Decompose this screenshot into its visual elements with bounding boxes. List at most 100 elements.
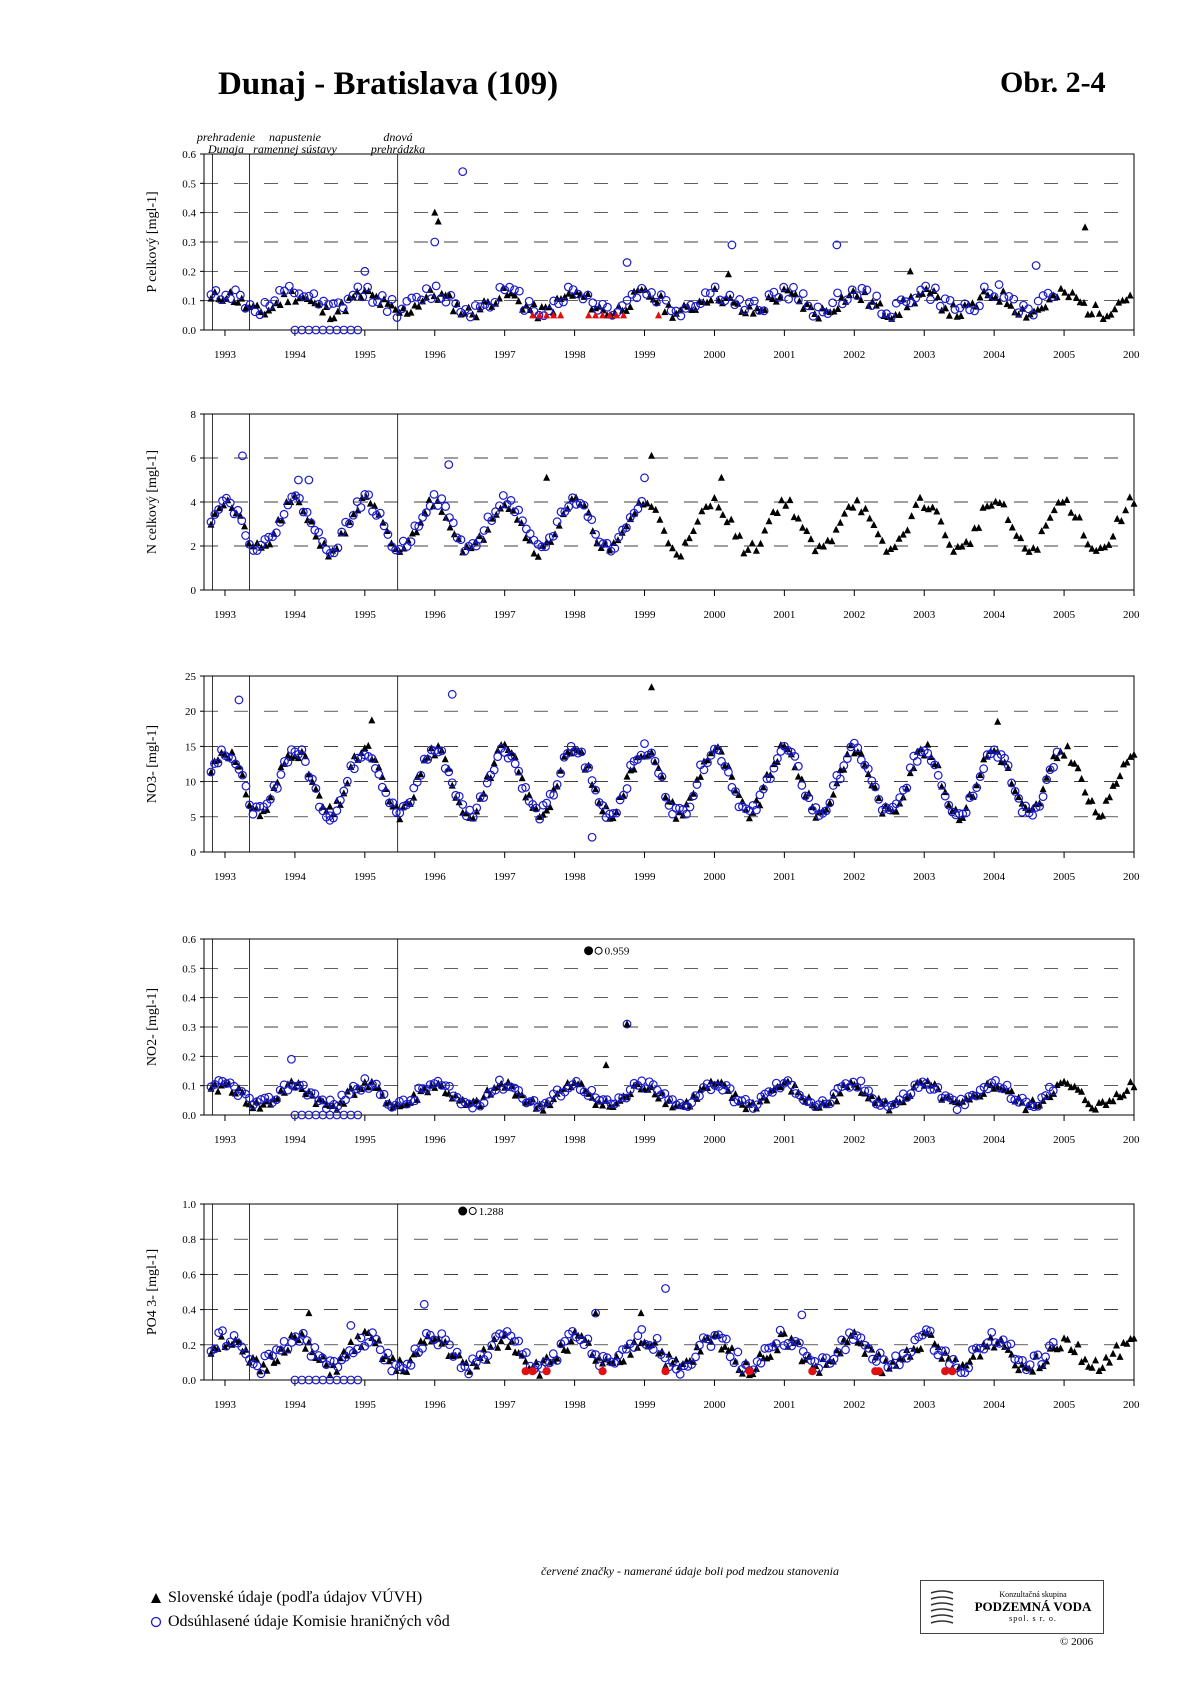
data-point-circle xyxy=(797,781,807,790)
data-point-triangle xyxy=(773,509,781,517)
data-point-circle xyxy=(297,745,307,755)
data-point-circle xyxy=(579,500,589,510)
data-point-circle xyxy=(437,1329,447,1339)
data-point-circle xyxy=(456,535,466,545)
data-point-circle xyxy=(740,305,749,315)
y-tick-label: 0.5 xyxy=(182,963,196,975)
data-point-circle xyxy=(541,1098,550,1108)
x-tick-label: 2002 xyxy=(843,609,865,621)
data-point-circle xyxy=(691,1352,700,1362)
data-point-circle xyxy=(270,296,280,305)
data-point-circle xyxy=(375,1090,385,1100)
y-tick-label: 8 xyxy=(191,410,197,421)
data-point-circle xyxy=(896,295,906,305)
data-point-triangle xyxy=(1050,506,1058,514)
data-point-circle xyxy=(495,282,505,292)
x-tick-label: 1999 xyxy=(634,1399,657,1411)
data-point-circle xyxy=(554,299,563,309)
data-point-circle xyxy=(379,1355,389,1365)
event-label-weir: dnová prehrádzka xyxy=(370,130,426,156)
data-point-circle xyxy=(598,539,608,548)
annotation-value: 0.959 xyxy=(605,946,630,958)
data-point-circle xyxy=(656,290,666,300)
x-tick-label: 1994 xyxy=(284,609,307,621)
data-point-circle xyxy=(759,306,769,316)
data-point-triangle xyxy=(1074,1085,1082,1093)
data-point-circle xyxy=(300,757,310,767)
data-point-circle xyxy=(789,282,798,292)
data-point-triangle xyxy=(790,513,798,521)
data-point-circle xyxy=(444,767,454,777)
data-point-triangle xyxy=(826,799,834,807)
x-tick-label: 2005 xyxy=(1053,1399,1076,1411)
legend-item-circle: Odsúhlasené údaje Komisie hraničných vôd xyxy=(150,1610,450,1634)
data-point-triangle xyxy=(770,760,778,768)
data-point-circle xyxy=(925,1085,935,1094)
data-point-circle xyxy=(648,1345,658,1354)
data-point-circle xyxy=(498,491,508,500)
data-point-circle xyxy=(419,754,429,764)
data-point-circle xyxy=(870,782,880,792)
data-point-circle xyxy=(857,283,867,293)
data-point-circle xyxy=(642,289,652,299)
data-point-triangle xyxy=(259,1100,267,1108)
data-point-circle xyxy=(933,770,943,780)
data-point-triangle xyxy=(908,512,916,520)
data-point-circle xyxy=(764,1087,774,1097)
data-point-triangle xyxy=(508,1337,516,1345)
data-point-circle xyxy=(735,295,745,304)
y-axis-label: NO3- [mgl-1] xyxy=(145,725,160,803)
data-point-circle xyxy=(737,1096,747,1105)
data-point-triangle xyxy=(649,295,657,303)
x-tick-label: 2001 xyxy=(773,871,795,883)
chart-panel-no2: 0.0 0.1 0.2 0.3 0.4 0.5 0.6 1993 1994 1995 1996 199… xyxy=(140,935,1140,1170)
data-point-circle xyxy=(412,777,422,787)
data-point-circle xyxy=(395,1362,404,1371)
data-point-triangle xyxy=(511,291,519,299)
data-point-triangle xyxy=(854,1083,862,1091)
data-point-circle xyxy=(656,1090,666,1100)
plot-frame xyxy=(203,675,1135,853)
data-point-circle xyxy=(839,761,849,770)
data-point-circle xyxy=(661,792,670,802)
data-point-triangle xyxy=(595,798,603,806)
data-point-circle xyxy=(965,305,975,315)
data-point-circle xyxy=(1031,261,1041,270)
data-point-triangle xyxy=(811,547,819,555)
data-point-circle xyxy=(756,1358,766,1368)
data-point-triangle xyxy=(1109,781,1117,789)
x-tick-label: 1998 xyxy=(564,349,587,361)
data-point-triangle xyxy=(815,314,823,322)
data-point-circle xyxy=(821,806,831,816)
data-point-triangle xyxy=(613,311,621,319)
x-tick-label: 2002 xyxy=(843,1134,865,1146)
data-point-triangle xyxy=(698,507,706,515)
data-point-triangle xyxy=(585,311,593,319)
data-point-circle xyxy=(345,1090,354,1099)
data-point-circle xyxy=(1014,793,1024,803)
data-point-circle xyxy=(700,288,710,298)
data-point-circle xyxy=(921,1078,931,1088)
data-point-triangle xyxy=(672,814,680,822)
x-tick-label: 1995 xyxy=(354,609,377,621)
data-point-circle xyxy=(911,293,921,303)
data-point-triangle xyxy=(648,502,656,510)
data-point-circle xyxy=(720,296,730,306)
data-point-triangle xyxy=(361,1078,369,1086)
data-point-triangle xyxy=(1039,1096,1047,1104)
data-point-triangle xyxy=(765,517,773,525)
data-point-circle xyxy=(588,298,598,308)
data-point-triangle xyxy=(473,1096,481,1104)
event-label-damming: prehradenie Dunaja xyxy=(196,130,256,156)
data-point-triangle xyxy=(1109,1097,1117,1105)
data-point-circle xyxy=(883,1102,893,1112)
data-point-circle xyxy=(975,1343,985,1353)
x-tick-label: 1995 xyxy=(354,1134,377,1146)
data-point-triangle xyxy=(696,1347,704,1355)
data-point-circle xyxy=(487,516,497,526)
data-point-circle xyxy=(587,1349,597,1359)
data-point-triangle xyxy=(1095,1366,1103,1374)
data-point-circle xyxy=(925,1326,935,1336)
data-point-circle xyxy=(1029,1351,1039,1361)
data-point-triangle xyxy=(742,309,750,317)
